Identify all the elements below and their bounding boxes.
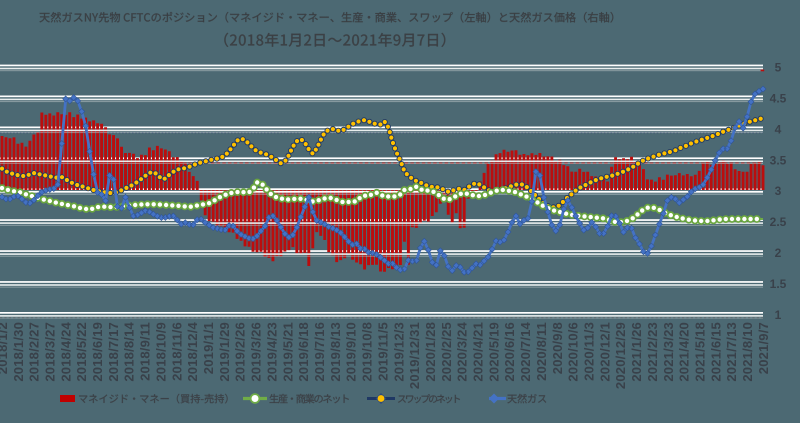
svg-text:2020/2/25: 2020/2/25 [439, 322, 454, 382]
svg-text:4: 4 [775, 122, 782, 136]
svg-text:3: 3 [775, 184, 782, 198]
svg-text:2: 2 [775, 246, 782, 260]
svg-text:2018/7/17: 2018/7/17 [106, 322, 121, 382]
svg-text:2020/1/28: 2020/1/28 [423, 322, 438, 382]
svg-text:3.5: 3.5 [770, 153, 787, 167]
svg-text:2021/8/10: 2021/8/10 [740, 322, 755, 382]
svg-text:2021/9/7: 2021/9/7 [756, 322, 771, 374]
svg-text:2019/10/8: 2019/10/8 [360, 322, 375, 382]
svg-text:2020/7/14: 2020/7/14 [518, 321, 533, 381]
svg-text:2020/11/3: 2020/11/3 [582, 322, 597, 381]
svg-text:2019/1/29: 2019/1/29 [217, 322, 232, 382]
svg-text:2.5: 2.5 [770, 215, 787, 229]
svg-text:2019/7/16: 2019/7/16 [312, 322, 327, 382]
svg-text:2020/4/21: 2020/4/21 [471, 322, 486, 382]
svg-text:2020/5/19: 2020/5/19 [486, 322, 501, 382]
svg-text:2021/1/26: 2021/1/26 [629, 322, 644, 382]
svg-text:2019/11/5: 2019/11/5 [375, 322, 390, 381]
svg-text:2019/8/13: 2019/8/13 [328, 322, 343, 382]
svg-text:4.5: 4.5 [770, 91, 787, 105]
svg-text:2019/6/18: 2019/6/18 [296, 322, 311, 382]
svg-text:2021/4/20: 2021/4/20 [677, 322, 692, 382]
svg-text:2019/3/26: 2019/3/26 [249, 322, 264, 382]
svg-text:2020/6/16: 2020/6/16 [502, 322, 517, 382]
svg-text:2021/7/13: 2021/7/13 [724, 322, 739, 382]
svg-text:2020/12/29: 2020/12/29 [613, 322, 628, 389]
svg-text:2021/5/18: 2021/5/18 [693, 322, 708, 382]
svg-text:2018/4/24: 2018/4/24 [58, 321, 73, 381]
svg-text:2020/3/24: 2020/3/24 [455, 321, 470, 381]
svg-text:2020/10/6: 2020/10/6 [566, 322, 581, 382]
svg-text:2020/9/8: 2020/9/8 [550, 322, 565, 374]
svg-text:2018/3/27: 2018/3/27 [43, 322, 58, 382]
svg-text:2020/12/1: 2020/12/1 [597, 322, 612, 382]
svg-text:2021/6/15: 2021/6/15 [708, 322, 723, 382]
svg-text:2018/11/6: 2018/11/6 [169, 322, 184, 381]
svg-text:1: 1 [775, 308, 782, 322]
svg-text:2018/1/30: 2018/1/30 [11, 322, 26, 382]
svg-text:2019/5/21: 2019/5/21 [280, 322, 295, 382]
svg-text:2021/3/23: 2021/3/23 [661, 322, 676, 382]
svg-text:2018/10/9: 2018/10/9 [153, 322, 168, 382]
svg-text:1.5: 1.5 [770, 277, 787, 291]
svg-text:2021/2/23: 2021/2/23 [645, 322, 660, 382]
svg-text:2019/9/10: 2019/9/10 [344, 322, 359, 382]
svg-text:2018/2/27: 2018/2/27 [27, 322, 42, 382]
svg-text:2019/1/1: 2019/1/1 [201, 322, 216, 374]
svg-text:5: 5 [775, 61, 782, 75]
svg-text:2019/12/31: 2019/12/31 [407, 322, 422, 389]
svg-text:2018/8/14: 2018/8/14 [122, 321, 137, 381]
svg-text:2018/6/19: 2018/6/19 [90, 322, 105, 382]
svg-text:2018/9/11: 2018/9/11 [138, 322, 153, 381]
svg-text:2019/12/3: 2019/12/3 [391, 322, 406, 382]
svg-text:2018/5/22: 2018/5/22 [74, 322, 89, 382]
svg-text:2019/4/23: 2019/4/23 [264, 322, 279, 382]
svg-text:2020/8/11: 2020/8/11 [534, 322, 549, 381]
svg-text:2019/2/26: 2019/2/26 [233, 322, 248, 382]
svg-text:2018/12/4: 2018/12/4 [185, 321, 200, 381]
svg-text:2018/1/2: 2018/1/2 [0, 322, 10, 374]
